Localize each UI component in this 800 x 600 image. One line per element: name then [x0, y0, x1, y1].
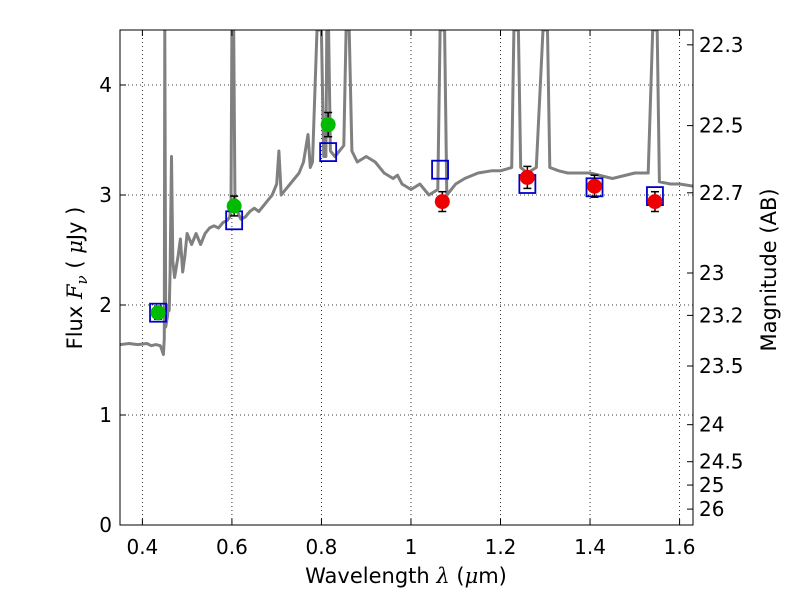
green-photometry-point — [226, 198, 242, 214]
y-axis-label: Flux Fν ( μJy ) — [63, 207, 91, 350]
axes-frame — [119, 29, 694, 526]
right-tick-label: 23.2 — [699, 303, 744, 327]
x-tick-label: 0.6 — [216, 535, 248, 559]
grid-lines — [120, 30, 693, 526]
green-photometry-point — [150, 305, 166, 321]
x-tick-label: 1.2 — [485, 535, 517, 559]
model-point — [431, 159, 449, 180]
right-tick-label: 24.5 — [699, 450, 744, 474]
y-tick-label: 0 — [99, 513, 112, 537]
y-tick-label: 4 — [99, 73, 112, 97]
x-tick-label: 1.6 — [664, 535, 696, 559]
right-tick-label: 25 — [699, 473, 724, 497]
x-tick-label: 0.4 — [126, 535, 158, 559]
x-tick-label: 1.4 — [574, 535, 606, 559]
x-tick-label: 0.8 — [306, 535, 338, 559]
right-tick-label: 22.3 — [699, 33, 744, 57]
y-tick-label: 3 — [99, 183, 112, 207]
right-tick-label: 22.7 — [699, 181, 744, 205]
right-tick-label: 26 — [699, 497, 724, 521]
axis-ticks: 0.4 0.6 0.8 1 1.2 1.4 1.60123422.322.522.72323… — [99, 30, 744, 559]
spectrum-line — [120, 30, 693, 356]
red-photometry-point — [587, 178, 603, 194]
x-axis-label: Wavelength λ (μm) — [305, 564, 507, 588]
right-tick-label: 24 — [699, 413, 724, 437]
model-point — [149, 302, 167, 323]
green-photometry-point — [320, 117, 336, 133]
x-tick-label: 1 — [405, 535, 418, 559]
y-tick-label: 1 — [99, 403, 112, 427]
red-photometry-point — [647, 194, 663, 210]
right-tick-label: 22.5 — [699, 114, 744, 138]
right-tick-label: 23.5 — [699, 354, 744, 378]
red-photometry-point — [519, 169, 535, 185]
red-photometry-point — [434, 194, 450, 210]
right-axis-label: Magnitude (AB) — [757, 188, 781, 351]
y-tick-label: 2 — [99, 293, 112, 317]
plot-area — [120, 30, 693, 356]
model-point — [319, 142, 338, 163]
right-tick-label: 23 — [699, 261, 724, 285]
